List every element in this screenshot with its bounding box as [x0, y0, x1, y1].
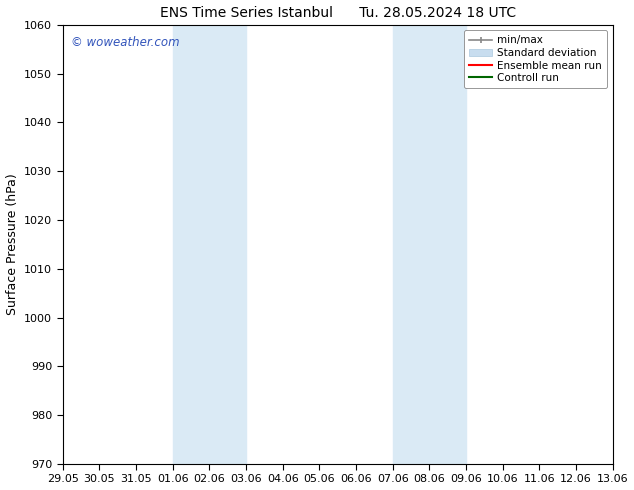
- Legend: min/max, Standard deviation, Ensemble mean run, Controll run: min/max, Standard deviation, Ensemble me…: [464, 30, 607, 88]
- Bar: [392, 25, 466, 464]
- Y-axis label: Surface Pressure (hPa): Surface Pressure (hPa): [6, 173, 18, 316]
- Bar: [172, 25, 246, 464]
- Text: © woweather.com: © woweather.com: [71, 36, 179, 49]
- Title: ENS Time Series Istanbul      Tu. 28.05.2024 18 UTC: ENS Time Series Istanbul Tu. 28.05.2024 …: [160, 5, 515, 20]
